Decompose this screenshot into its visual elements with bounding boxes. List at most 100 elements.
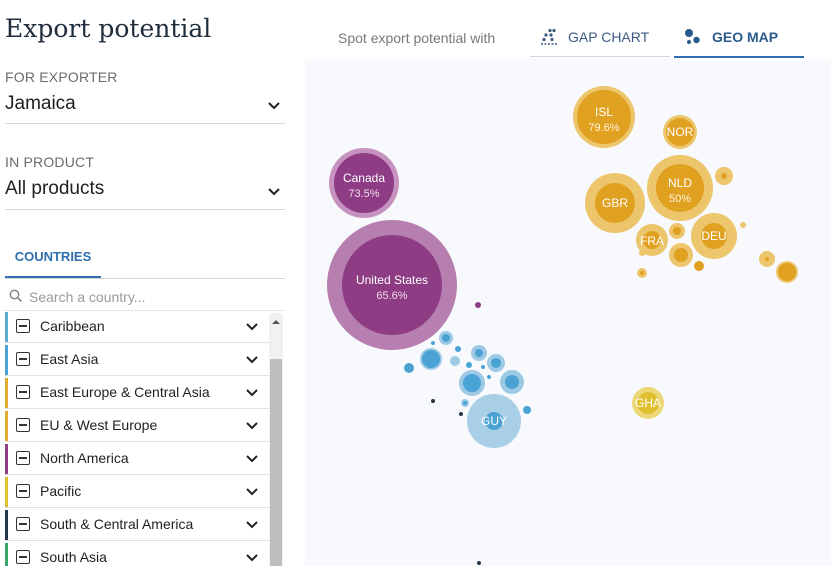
bubble-small[interactable] — [640, 271, 644, 275]
bubble-isl[interactable]: ISL 79.6% — [573, 86, 635, 148]
region-row-pacific[interactable]: Pacific — [5, 476, 269, 508]
bubble-label: Canada — [343, 171, 385, 185]
bubble-small[interactable] — [450, 356, 460, 366]
region-color-bar — [5, 543, 8, 566]
bubble-small[interactable] — [673, 227, 681, 235]
view-prefix-label: Spot export potential with — [338, 30, 496, 46]
bubble-small[interactable] — [778, 263, 796, 281]
bubble-label: DEU — [701, 229, 726, 243]
bubble-small[interactable] — [422, 350, 440, 368]
bubble-small[interactable] — [475, 302, 481, 308]
bubble-canada[interactable]: Canada 73.5% — [329, 148, 399, 218]
region-label: Caribbean — [40, 318, 105, 334]
collapse-toggle-icon[interactable] — [16, 550, 30, 564]
collapse-toggle-icon[interactable] — [16, 517, 30, 531]
bubble-small[interactable] — [481, 365, 485, 369]
bubble-deu[interactable]: DEU — [691, 213, 737, 259]
bubble-small[interactable] — [463, 401, 467, 405]
bubble-small[interactable] — [431, 341, 435, 345]
chevron-down-icon[interactable] — [244, 451, 260, 467]
region-label: South Asia — [40, 549, 107, 565]
bubble-nor[interactable]: NOR — [663, 115, 697, 149]
bubble-label: GUY — [481, 414, 507, 428]
bubble-nld[interactable]: NLD 50% — [647, 155, 713, 221]
region-list: Caribbean East Asia East Europe & Centra… — [5, 311, 269, 566]
bubble-label: NLD — [668, 176, 692, 190]
bubble-small[interactable] — [505, 375, 519, 389]
collapse-toggle-icon[interactable] — [16, 352, 30, 366]
region-row-east-asia[interactable]: East Asia — [5, 344, 269, 376]
bubble-small[interactable] — [477, 561, 481, 565]
bubble-label: GBR — [602, 196, 628, 210]
region-color-bar — [5, 312, 8, 342]
region-label: Pacific — [40, 483, 82, 499]
bubble-guy[interactable]: GUY — [467, 394, 521, 448]
bubble-label: United States — [356, 273, 428, 287]
region-row-south-asia[interactable]: South Asia — [5, 542, 269, 566]
region-color-bar — [5, 378, 8, 408]
bubble-small[interactable] — [765, 257, 769, 261]
collapse-toggle-icon[interactable] — [16, 418, 30, 432]
collapse-toggle-icon[interactable] — [16, 385, 30, 399]
bubble-small[interactable] — [463, 374, 481, 392]
chevron-down-icon[interactable] — [244, 352, 260, 368]
bubble-small[interactable] — [639, 250, 645, 256]
region-list-scrollbar[interactable] — [269, 313, 283, 566]
bubble-small[interactable] — [674, 248, 688, 262]
region-row-south-central-america[interactable]: South & Central America — [5, 509, 269, 541]
bubble-small[interactable] — [459, 412, 463, 416]
product-underline — [5, 209, 285, 210]
chevron-down-icon[interactable] — [244, 319, 260, 335]
chevron-down-icon[interactable] — [244, 484, 260, 500]
region-label: EU & West Europe — [40, 417, 158, 433]
collapse-toggle-icon[interactable] — [16, 451, 30, 465]
region-label: North America — [40, 450, 129, 466]
tab-gap-chart[interactable]: GAP CHART — [530, 18, 670, 57]
region-row-caribbean[interactable]: Caribbean — [5, 311, 269, 343]
region-color-bar — [5, 345, 8, 375]
scatter-dots-icon — [541, 28, 557, 45]
bubble-small[interactable] — [523, 406, 531, 414]
bubble-fra[interactable]: FRA — [636, 224, 668, 256]
bubble-united-states[interactable]: United States 65.6% — [327, 220, 457, 350]
bubble-small[interactable] — [487, 375, 491, 379]
scroll-up-arrow-icon[interactable] — [269, 317, 283, 327]
exporter-select[interactable]: Jamaica — [5, 93, 76, 114]
bubble-small[interactable] — [694, 261, 704, 271]
bubble-gbr[interactable]: GBR — [585, 173, 645, 233]
collapse-toggle-icon[interactable] — [16, 484, 30, 498]
region-row-north-america[interactable]: North America — [5, 443, 269, 475]
bubble-small[interactable] — [442, 334, 450, 342]
collapse-toggle-icon[interactable] — [16, 319, 30, 333]
region-row-east-europe[interactable]: East Europe & Central Asia — [5, 377, 269, 409]
chevron-down-icon[interactable] — [266, 98, 282, 114]
chevron-down-icon[interactable] — [244, 550, 260, 566]
bubble-small[interactable] — [431, 399, 435, 403]
bubble-label: GHA — [635, 396, 661, 410]
search-icon — [9, 289, 23, 303]
exporter-underline — [5, 123, 285, 124]
tab-geo-map[interactable]: GEO MAP — [674, 18, 804, 58]
bubble-small[interactable] — [455, 346, 461, 352]
bubble-label: NOR — [667, 125, 694, 139]
bubble-value: 50% — [669, 193, 691, 205]
bubbles-icon — [685, 29, 700, 44]
search-input[interactable] — [27, 286, 281, 308]
chevron-down-icon[interactable] — [244, 385, 260, 401]
bubble-small[interactable] — [491, 358, 501, 368]
bubble-small[interactable] — [740, 222, 746, 228]
chevron-down-icon[interactable] — [244, 418, 260, 434]
scrollbar-thumb[interactable] — [270, 359, 282, 566]
bubble-small[interactable] — [466, 362, 472, 368]
bubble-gha[interactable]: GHA — [632, 387, 664, 419]
sidebar-tabs: COUNTRIES — [5, 242, 285, 279]
bubble-small[interactable] — [475, 349, 483, 357]
chevron-down-icon[interactable] — [266, 184, 282, 200]
product-select[interactable]: All products — [5, 178, 105, 199]
chevron-down-icon[interactable] — [244, 517, 260, 533]
geo-map[interactable]: United States 65.6% Canada 73.5% ISL 79.… — [305, 59, 831, 566]
region-row-eu-west-europe[interactable]: EU & West Europe — [5, 410, 269, 442]
bubble-small[interactable] — [404, 363, 414, 373]
bubble-small[interactable] — [721, 173, 727, 179]
tab-countries[interactable]: COUNTRIES — [5, 242, 101, 278]
